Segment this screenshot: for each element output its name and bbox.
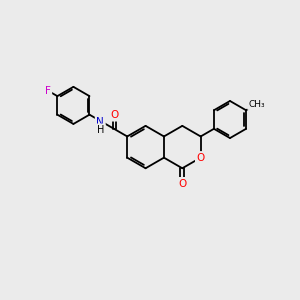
- Text: H: H: [97, 125, 104, 135]
- Text: N: N: [96, 117, 104, 127]
- Text: O: O: [196, 153, 205, 163]
- Text: F: F: [45, 85, 51, 95]
- Text: O: O: [110, 110, 118, 120]
- Text: O: O: [178, 178, 186, 189]
- Text: CH₃: CH₃: [248, 100, 265, 109]
